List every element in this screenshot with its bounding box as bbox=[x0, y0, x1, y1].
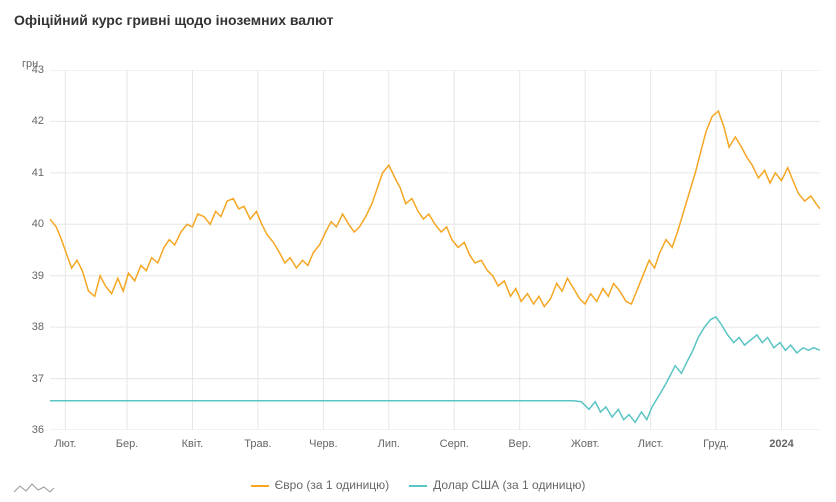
legend-label: Долар США (за 1 одиницю) bbox=[433, 478, 585, 492]
legend-swatch bbox=[251, 485, 269, 487]
xtick-label: Груд. bbox=[703, 438, 729, 450]
ytick-label: 42 bbox=[20, 115, 44, 127]
legend-item: Євро (за 1 одиницю) bbox=[251, 478, 390, 492]
series-line bbox=[50, 111, 820, 307]
xtick-label: Жовт. bbox=[571, 438, 600, 450]
xtick-label: Трав. bbox=[244, 438, 271, 450]
xtick-label: Лист. bbox=[638, 438, 664, 450]
legend-swatch bbox=[409, 485, 427, 487]
ytick-label: 38 bbox=[20, 321, 44, 333]
xtick-label: Вер. bbox=[508, 438, 531, 450]
xtick-label: 2024 bbox=[769, 438, 793, 450]
ytick-label: 41 bbox=[20, 167, 44, 179]
chart-svg bbox=[50, 70, 820, 430]
xtick-label: Черв. bbox=[309, 438, 337, 450]
xtick-label: Бер. bbox=[116, 438, 139, 450]
xtick-label: Лип. bbox=[378, 438, 400, 450]
ytick-label: 39 bbox=[20, 270, 44, 282]
xtick-label: Лют. bbox=[54, 438, 76, 450]
xtick-label: Квіт. bbox=[182, 438, 204, 450]
ytick-label: 40 bbox=[20, 218, 44, 230]
ytick-label: 36 bbox=[20, 424, 44, 436]
series-line bbox=[50, 317, 820, 422]
chart-title: Офіційний курс гривні щодо іноземних вал… bbox=[14, 12, 333, 28]
chart-legend: Євро (за 1 одиницю) Долар США (за 1 одини… bbox=[0, 478, 836, 492]
ytick-label: 43 bbox=[20, 64, 44, 76]
ytick-label: 37 bbox=[20, 373, 44, 385]
chart-plot-area: 3637383940414243Лют.Бер.Квіт.Трав.Черв.Л… bbox=[50, 70, 820, 430]
legend-label: Євро (за 1 одиницю) bbox=[275, 478, 390, 492]
xtick-label: Серп. bbox=[440, 438, 469, 450]
legend-item: Долар США (за 1 одиницю) bbox=[409, 478, 585, 492]
minimap-icon bbox=[14, 482, 54, 496]
